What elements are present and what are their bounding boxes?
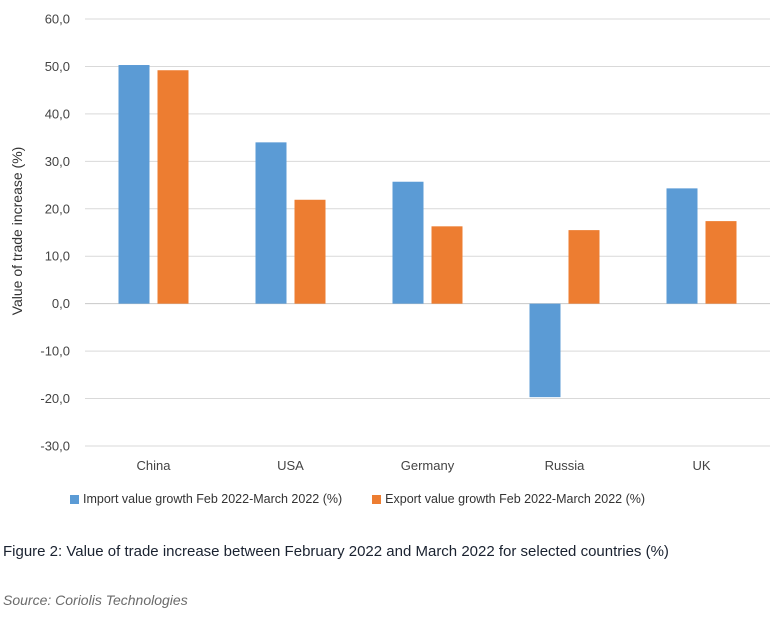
legend: Import value growth Feb 2022-March 2022 …: [70, 492, 645, 506]
y-tick-label: 50,0: [45, 59, 70, 74]
y-tick-label: 30,0: [45, 154, 70, 169]
y-tick-label: 0,0: [52, 296, 70, 311]
bar-import-uk: [666, 188, 698, 304]
legend-swatch-export: [372, 494, 382, 504]
x-tick-label: China: [137, 458, 172, 473]
x-tick-label: USA: [277, 458, 304, 473]
legend-label-export: Export value growth Feb 2022-March 2022 …: [385, 492, 646, 506]
y-tick-label: 10,0: [45, 249, 70, 264]
bar-export-uk: [705, 221, 737, 304]
y-tick-label: 20,0: [45, 201, 70, 216]
x-tick-label: UK: [692, 458, 710, 473]
y-tick-label: 40,0: [45, 106, 70, 121]
bar-import-germany: [392, 181, 424, 304]
bar-export-china: [157, 70, 189, 304]
bar-export-germany: [431, 226, 463, 304]
x-axis-ticks: China USA Germany Russia UK: [137, 458, 711, 473]
legend-item-import: Import value growth Feb 2022-March 2022 …: [70, 492, 342, 506]
source-note: Source: Coriolis Technologies: [3, 592, 188, 608]
gridlines: [85, 18, 770, 447]
y-tick-label: -20,0: [40, 391, 70, 406]
legend-label-import: Import value growth Feb 2022-March 2022 …: [83, 492, 343, 506]
x-tick-label: Germany: [401, 458, 455, 473]
legend-swatch-import: [70, 494, 79, 504]
y-tick-label: 60,0: [45, 12, 70, 27]
bar-import-china: [118, 65, 150, 304]
bar-import-usa: [255, 142, 287, 304]
x-tick-label: Russia: [545, 458, 586, 473]
legend-item-export: Export value growth Feb 2022-March 2022 …: [372, 492, 645, 506]
bar-chart: -30,0 -20,0 -10,0 0,0 10,0 20,0 30,0 40,0 50,0 60…: [9, 12, 770, 473]
y-tick-label: -10,0: [40, 344, 70, 359]
bar-import-russia: [529, 303, 561, 398]
y-axis-label: Value of trade increase (%): [9, 147, 25, 316]
bars: [118, 65, 737, 398]
y-tick-label: -30,0: [40, 439, 70, 454]
bar-export-russia: [568, 230, 600, 304]
y-axis-ticks: -30,0 -20,0 -10,0 0,0 10,0 20,0 30,0 40,0 50,0 60…: [40, 12, 70, 454]
bar-export-usa: [294, 199, 326, 304]
figure-caption: Figure 2: Value of trade increase betwee…: [3, 543, 669, 560]
